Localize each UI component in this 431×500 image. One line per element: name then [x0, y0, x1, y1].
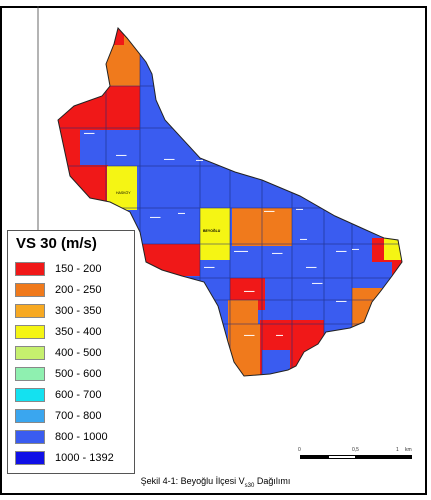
cell-red-nw [58, 86, 140, 130]
label-haskoy: HASKÖY [116, 191, 131, 195]
legend-item: 200 - 250 [15, 283, 133, 299]
legend-item: 400 - 500 [15, 346, 133, 362]
svg-text:▬▬: ▬▬ [352, 247, 360, 251]
legend-item: 350 - 400 [15, 325, 133, 341]
svg-text:▬▬▬: ▬▬▬ [84, 131, 95, 135]
scale-tick-label: 0 [298, 447, 301, 453]
figure-caption: Şekil 4-1: Beyoğlu İlçesi Vs30 Dağılımı [0, 476, 431, 489]
legend-label: 500 - 600 [55, 368, 102, 380]
cell-red-tip [100, 28, 124, 45]
caption-subscript: s30 [244, 482, 255, 489]
legend-label: 150 - 200 [55, 263, 102, 275]
legend-label: 600 - 700 [55, 389, 102, 401]
cell-red-w1 [58, 128, 80, 208]
legend-swatch [15, 325, 45, 339]
label-beyoglu: BEYOĞLU [203, 228, 221, 233]
legend-swatch [15, 262, 45, 276]
caption-suffix: Dağılımı [254, 476, 291, 486]
legend-swatch [15, 409, 45, 423]
svg-text:▬▬▬: ▬▬▬ [272, 251, 283, 255]
scale-tick-label: km [405, 447, 412, 453]
svg-text:▬▬▬: ▬▬▬ [244, 289, 255, 293]
cell-red-w2 [78, 165, 108, 210]
legend-swatch [15, 430, 45, 444]
legend-swatch [15, 304, 45, 318]
svg-text:▬▬▬: ▬▬▬ [312, 281, 323, 285]
scale-tick-label: 1 [396, 447, 399, 453]
svg-text:▬▬▬▬: ▬▬▬▬ [234, 249, 249, 253]
svg-text:▬▬: ▬▬ [300, 237, 308, 241]
svg-text:▬▬▬: ▬▬▬ [116, 153, 127, 157]
legend-swatch [15, 283, 45, 297]
scale-tick-label: 0,5 [352, 447, 359, 453]
svg-text:▬▬: ▬▬ [276, 333, 284, 337]
legend-item: 300 - 350 [15, 304, 133, 320]
cell-yellow-beyoglu [200, 208, 230, 260]
cell-yellow-e [384, 232, 402, 260]
svg-text:▬▬▬: ▬▬▬ [150, 215, 161, 219]
svg-text:▬▬▬: ▬▬▬ [336, 249, 347, 253]
legend-item: 1000 - 1392 [15, 451, 133, 467]
svg-text:▬▬▬: ▬▬▬ [264, 209, 275, 213]
cell-orange-s1 [228, 300, 258, 324]
legend-item: 150 - 200 [15, 262, 133, 278]
svg-text:▬▬▬: ▬▬▬ [164, 157, 175, 161]
legend-label: 300 - 350 [55, 305, 102, 317]
legend-label: 200 - 250 [55, 284, 102, 296]
legend-swatch [15, 388, 45, 402]
caption-prefix: Şekil 4-1: Beyoğlu İlçesi V [140, 476, 245, 486]
map-legend: VS 30 (m/s) 150 - 200 200 - 250 300 - 35… [7, 230, 135, 474]
legend-label: 1000 - 1392 [55, 452, 114, 464]
svg-text:▬▬: ▬▬ [196, 158, 204, 162]
svg-text:▬▬▬: ▬▬▬ [336, 299, 347, 303]
legend-title: VS 30 (m/s) [16, 235, 97, 252]
legend-swatch [15, 346, 45, 360]
svg-text:▬▬▬: ▬▬▬ [306, 265, 317, 269]
scale-segment [328, 455, 356, 459]
svg-text:▬▬: ▬▬ [296, 207, 304, 211]
scale-segment [300, 455, 328, 459]
legend-label: 800 - 1000 [55, 431, 108, 443]
legend-item: 700 - 800 [15, 409, 133, 425]
svg-text:▬▬▬: ▬▬▬ [204, 265, 215, 269]
cell-yellow-haskoy [107, 166, 137, 210]
svg-text:▬▬▬: ▬▬▬ [244, 333, 255, 337]
cell-blue-n [140, 86, 160, 116]
legend-swatch [15, 367, 45, 381]
scale-bar [300, 455, 412, 460]
cell-blue-e [372, 262, 392, 282]
legend-label: 700 - 800 [55, 410, 102, 422]
scale-segment [356, 455, 412, 459]
legend-label: 350 - 400 [55, 326, 102, 338]
legend-swatch [15, 451, 45, 465]
cell-orange-s2 [228, 324, 260, 376]
svg-text:▬▬: ▬▬ [178, 211, 186, 215]
legend-item: 500 - 600 [15, 367, 133, 383]
legend-label: 400 - 500 [55, 347, 102, 359]
legend-item: 600 - 700 [15, 388, 133, 404]
cell-red-sw [140, 244, 200, 276]
legend-item: 800 - 1000 [15, 430, 133, 446]
